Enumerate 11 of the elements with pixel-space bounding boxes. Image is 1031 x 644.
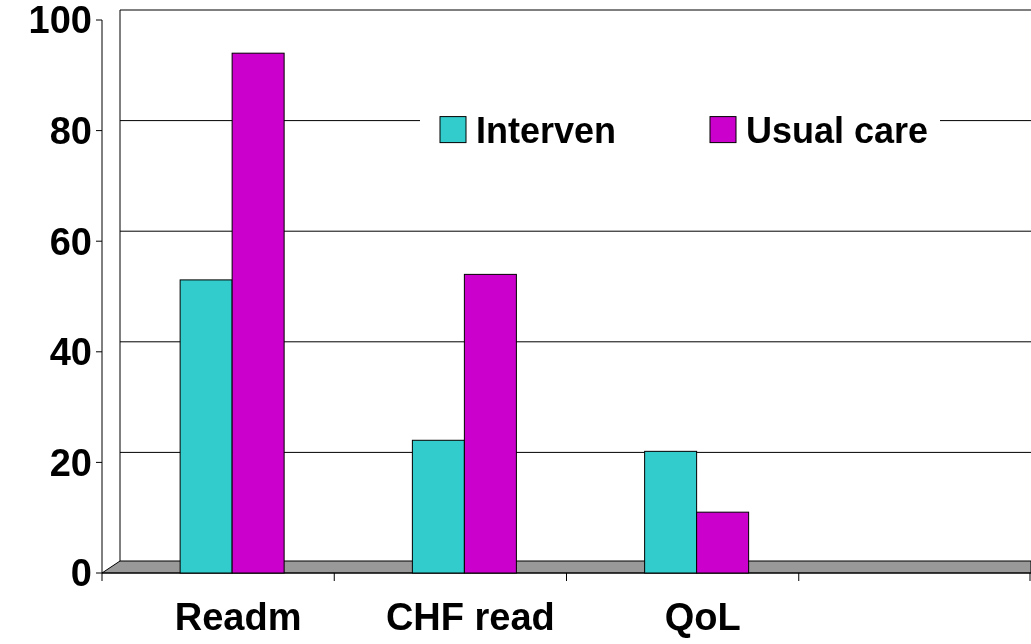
y-tick-label: 0 [70,552,92,595]
x-tick-label: QoL [664,596,741,638]
legend-label: Usual care [746,110,929,152]
y-tick-label: 80 [49,109,92,152]
y-tick-label: 60 [49,220,92,263]
x-tick-label: CHF read [385,596,555,638]
legend-label: Interven [476,110,617,152]
y-tick-label: 40 [49,331,92,374]
x-tick-label: Readm [174,596,302,638]
y-tick-label: 100 [28,0,92,42]
y-tick-label: 20 [49,441,92,484]
